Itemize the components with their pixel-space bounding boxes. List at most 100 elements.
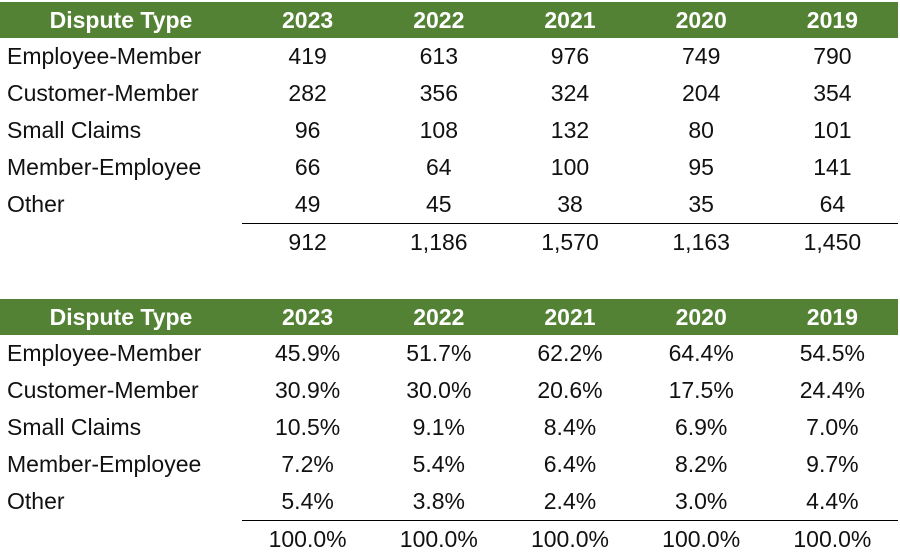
- column-header-2021: 2021: [504, 2, 636, 38]
- table-cell: 64: [426, 154, 452, 180]
- table-cell: 790: [813, 43, 852, 69]
- row-label: Customer-Member: [7, 377, 199, 403]
- header-row: Dispute Type 2023 2022 2021 2020 2019: [0, 2, 898, 38]
- total-cell: 100.0%: [373, 520, 505, 557]
- table-cell: 108: [419, 117, 458, 143]
- column-header-2023: 2023: [242, 2, 374, 38]
- row-label: Member-Employee: [7, 451, 202, 477]
- table-cell: 62.2%: [537, 340, 603, 366]
- row-label: Other: [7, 488, 65, 515]
- column-header-2022: 2022: [373, 2, 505, 38]
- total-cell: 100.0%: [766, 520, 898, 557]
- table-cell: 8.4%: [543, 414, 597, 440]
- table-cell: 20.6%: [537, 377, 603, 403]
- table-cell: 354: [813, 80, 852, 106]
- row-label: Small Claims: [7, 117, 142, 143]
- table-row: Member-Employee 7.2% 5.4% 6.4% 8.2% 9.7%: [0, 446, 898, 483]
- column-header-2022: 2022: [373, 299, 505, 335]
- table-cell: 7.0%: [806, 414, 859, 440]
- total-row: 912 1,186 1,570 1,163 1,450: [0, 223, 898, 261]
- table-cell: 7.2%: [281, 451, 334, 477]
- table-cell: 613: [419, 43, 458, 69]
- table-cell: 9.7%: [806, 451, 859, 477]
- row-label: Small Claims: [7, 414, 142, 440]
- table-row: Small Claims 10.5% 9.1% 8.4% 6.9% 7.0%: [0, 409, 898, 446]
- row-label: Employee-Member: [7, 43, 202, 69]
- table-cell: 35: [688, 191, 714, 217]
- table-cell: 64: [819, 191, 846, 217]
- column-header-2019: 2019: [766, 2, 898, 38]
- table-cell: 101: [813, 117, 852, 143]
- header-row: Dispute Type 2023 2022 2021 2020 2019: [0, 299, 898, 335]
- total-cell: 912: [242, 223, 374, 260]
- table-cell: 30.0%: [406, 377, 472, 403]
- total-cell: 100.0%: [242, 520, 374, 557]
- column-header-2020: 2020: [635, 299, 767, 335]
- total-row-spacer: [0, 224, 242, 261]
- table-cell: 5.4%: [412, 451, 466, 477]
- total-cell: 1,186: [373, 223, 505, 260]
- table-cell: 6.9%: [674, 414, 728, 440]
- table-cell: 749: [681, 43, 721, 69]
- table-cell: 132: [550, 117, 590, 143]
- table-cell: 3.8%: [412, 488, 466, 514]
- table-row: Customer-Member 282 356 324 204 354: [0, 75, 898, 112]
- total-cell: 100.0%: [635, 520, 767, 557]
- table-cell: 66: [294, 154, 321, 180]
- table-cell: 96: [294, 117, 321, 143]
- table-cell: 282: [288, 80, 327, 106]
- column-header-2023: 2023: [242, 299, 374, 335]
- table-cell: 38: [557, 191, 583, 217]
- table-row: Other 5.4% 3.8% 2.4% 3.0% 4.4%: [0, 483, 898, 521]
- row-label: Employee-Member: [7, 340, 202, 366]
- table-cell: 54.5%: [799, 340, 865, 366]
- table-cell: 9.1%: [412, 414, 466, 440]
- table-cell: 324: [550, 80, 590, 106]
- table-cell: 45: [426, 191, 452, 217]
- table-row: Employee-Member 419 613 976 749 790: [0, 38, 898, 75]
- table-cell: 4.4%: [806, 488, 859, 514]
- total-cell: 1,570: [504, 223, 636, 260]
- table-cell: 8.2%: [674, 451, 728, 477]
- table-cell: 95: [688, 154, 714, 180]
- table-row: Member-Employee 66 64 100 95 141: [0, 149, 898, 186]
- column-header-2020: 2020: [635, 2, 767, 38]
- table-cell: 17.5%: [668, 377, 734, 403]
- column-header-dispute-type: Dispute Type: [0, 299, 243, 335]
- table-row: Employee-Member 45.9% 51.7% 62.2% 64.4% …: [0, 335, 898, 372]
- table-cell: 45.9%: [275, 340, 341, 366]
- table-cell: 2.4%: [543, 488, 597, 514]
- table-cell: 141: [813, 154, 852, 180]
- table-cell: 6.4%: [543, 451, 597, 477]
- table-cell: 5.4%: [281, 488, 334, 514]
- table-cell: 64.4%: [668, 340, 734, 366]
- table-cell: 100: [550, 154, 590, 180]
- table-cell: 356: [419, 80, 458, 106]
- total-row-spacer: [0, 521, 242, 558]
- column-header-2021: 2021: [504, 299, 636, 335]
- column-header-2019: 2019: [766, 299, 898, 335]
- table-cell: 3.0%: [674, 488, 728, 514]
- table-cell: 24.4%: [799, 377, 865, 403]
- table-cell: 49: [294, 191, 321, 217]
- table-cell: 419: [288, 43, 327, 69]
- row-label: Customer-Member: [7, 80, 199, 106]
- total-row: 100.0% 100.0% 100.0% 100.0% 100.0%: [0, 520, 898, 558]
- row-label: Other: [7, 191, 65, 218]
- table-cell: 51.7%: [406, 340, 472, 366]
- total-cell: 100.0%: [504, 520, 636, 557]
- table-cell: 204: [681, 80, 721, 106]
- table-row: Customer-Member 30.9% 30.0% 20.6% 17.5% …: [0, 372, 898, 409]
- table-row: Other 49 45 38 35 64: [0, 186, 898, 224]
- table-cell: 30.9%: [275, 377, 341, 403]
- table-cell: 10.5%: [275, 414, 341, 440]
- table-cell: 976: [550, 43, 590, 69]
- column-header-dispute-type: Dispute Type: [0, 2, 243, 38]
- dispute-counts-table: Dispute Type 2023 2022 2021 2020 2019 Em…: [0, 2, 898, 260]
- table-cell: 80: [688, 117, 714, 143]
- row-label: Member-Employee: [7, 154, 202, 180]
- total-cell: 1,450: [766, 223, 898, 260]
- dispute-percent-table: Dispute Type 2023 2022 2021 2020 2019 Em…: [0, 299, 898, 557]
- total-cell: 1,163: [635, 223, 767, 260]
- table-row: Small Claims 96 108 132 80 101: [0, 112, 898, 149]
